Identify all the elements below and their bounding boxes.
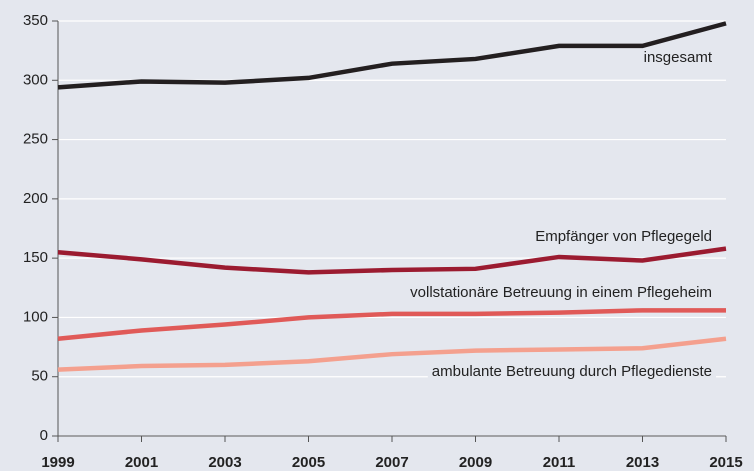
label-bg <box>427 361 716 381</box>
y-tick-label: 0 <box>40 427 48 444</box>
y-tick-label: 150 <box>23 249 48 266</box>
x-tick-label: 2009 <box>459 454 492 471</box>
y-tick-label: 300 <box>23 71 48 88</box>
series-line <box>57 21 727 90</box>
y-tick-label: 350 <box>23 12 48 29</box>
y-tick-label: 50 <box>31 368 48 385</box>
series-label: Empfänger von Pflegegeld <box>535 228 712 245</box>
series-label: vollstationäre Betreuung in einem Pflege… <box>410 284 712 301</box>
series-line <box>57 336 727 372</box>
series-line <box>57 246 727 275</box>
x-tick-label: 2001 <box>125 454 158 471</box>
series-line <box>57 308 726 342</box>
x-tick-label: 2005 <box>292 454 325 471</box>
y-tick-label: 100 <box>23 308 48 325</box>
x-tick-label: 2015 <box>709 454 742 471</box>
x-tick-label: 2011 <box>543 454 576 471</box>
x-tick-label: 2003 <box>208 454 241 471</box>
series-label: ambulante Betreuung durch Pflegedienste <box>432 363 712 380</box>
y-tick-label: 200 <box>23 190 48 207</box>
y-tick-label: 250 <box>23 131 48 148</box>
x-tick-label: 2007 <box>375 454 408 471</box>
series-label: insgesamt <box>644 49 713 66</box>
x-tick-label: 1999 <box>41 454 74 471</box>
x-tick-label: 2013 <box>626 454 659 471</box>
